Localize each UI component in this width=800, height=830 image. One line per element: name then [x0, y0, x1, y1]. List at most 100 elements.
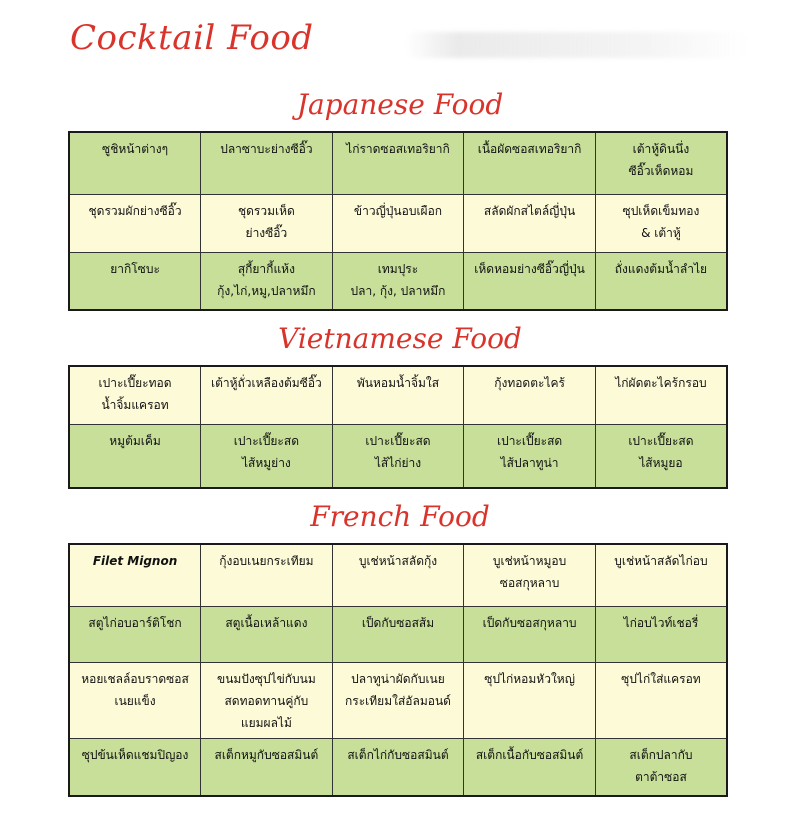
table-row: ยากิโซบะ สุกี้ยากี้แห้ง กุ้ง,ไก่,หมู,ปลาหม…	[68, 251, 728, 311]
menu-item: สตูไก่อบอาร์ติโชก	[68, 605, 202, 663]
menu-item-text: ไก่ราดซอสเทอริยากิ	[346, 142, 450, 156]
menu-item: เปาะเปี๊ยะสดไส้หมูยอ	[594, 423, 728, 489]
menu-item-text: ปลา, กุ้ง, ปลาหมึก	[350, 283, 446, 298]
menu-item-text: & เต้าหู้	[641, 225, 681, 240]
menu-item-text: เปาะเปี๊ยะสด	[365, 433, 431, 448]
menu-item-text: เนื้อผัดซอสเทอริยากิ	[477, 142, 582, 156]
menu-item-text: ซุปเห็ดเข็มทอง	[622, 203, 700, 218]
menu-item-text: ซุปไก่หอมหัวใหญ่	[484, 671, 575, 686]
menu-item: หมูต้มเค็ม	[68, 423, 202, 489]
table-row: ซูชิหน้าต่างๆ ปลาซาบะย่างซีอิ๊ว ไก่ราดซอสเ…	[68, 131, 728, 195]
menu-item-text: ย่างซีอิ๊ว	[245, 225, 288, 240]
menu-item: สเต็กปลากับตาต้าซอส	[594, 737, 728, 797]
menu-item: ไก่ผัดตะไคร้กรอบ	[594, 365, 728, 425]
section-title-japanese: Japanese Food	[296, 88, 504, 121]
menu-item: ซุปไก่ใส่แครอท	[594, 661, 728, 739]
header-smudge	[405, 32, 750, 58]
section-title-french: French Food	[310, 500, 490, 533]
menu-item: ซุปเห็ดเข็มทอง & เต้าหู้	[594, 193, 728, 253]
menu-item-text: สตูเนื้อเหล้าแดง	[225, 615, 308, 630]
menu-item-text: บูเช่หน้าหมูอบ	[492, 554, 567, 568]
menu-item: เปาะเปี๊ยะสด ไส้หมูย่าง	[200, 423, 333, 489]
menu-item-text: ซุปไก่ใส่แครอท	[621, 671, 701, 686]
menu-item: กุ้งทอดตะไคร้	[463, 365, 596, 425]
menu-item-text: ไส้หมูยอ	[639, 455, 683, 470]
menu-item-text: เทมปุระ	[377, 261, 419, 276]
menu-item: ข้าวญี่ปุ่นอบเผือก	[331, 193, 465, 253]
menu-item: เป็ดกับซอสกุหลาบ	[463, 605, 596, 663]
menu-item-text: เห็ดหอมย่างซีอิ๊วญี่ปุ่น	[474, 261, 585, 276]
menu-item-text: สดทอดทานคู่กับ	[224, 693, 309, 708]
menu-item: บูเช่หน้าหมูอบ ซอสกุหลาบ	[463, 543, 596, 607]
table-row: เปาะเปี๊ยะทอด น้ำจิ้มแครอท เต้าหู้ถั่วเหลื…	[68, 365, 728, 425]
menu-item: ขนมปังซุปไข่กับนม สดทอดทานคู่กับ แยมผลไม้	[200, 661, 333, 739]
menu-item-text: ยากิโซบะ	[110, 261, 160, 276]
menu-item-text: เต้าหู้ถั่วเหลืองต้มซีอิ๊ว	[211, 376, 322, 390]
menu-item-text: ไก่ผัดตะไคร้กรอบ	[615, 376, 707, 390]
menu-table-japanese: ซูชิหน้าต่างๆ ปลาซาบะย่างซีอิ๊ว ไก่ราดซอสเ…	[68, 131, 728, 311]
menu-item-text: กุ้งอบเนยกระเทียม	[219, 554, 314, 568]
menu-item-text: บูเช่หน้าสลัดไก่อบ	[614, 554, 708, 568]
menu-item-text: น้ำจิ้มแครอท	[101, 398, 169, 412]
page-title: Cocktail Food	[70, 18, 314, 58]
menu-item: กุ้งอบเนยกระเทียม	[200, 543, 333, 607]
menu-item-text: พันหอมน้ำจิ้มใส	[356, 376, 440, 390]
menu-item: เปาะเปี๊ยะทอด น้ำจิ้มแครอท	[68, 365, 202, 425]
menu-item: เนื้อผัดซอสเทอริยากิ	[463, 131, 596, 195]
menu-item-text: ตาต้าซอส	[635, 769, 687, 784]
table-row: หอยเชลล์อบราดซอสเนยแข็ง ขนมปังซุปไข่กับนม…	[68, 661, 728, 739]
menu-item: บูเช่หน้าสลัดกุ้ง	[331, 543, 465, 607]
menu-item-text: สเต็กหมูกับซอสมินต์	[214, 747, 319, 762]
menu-item-text: เป็ดกับซอสส้ม	[361, 615, 435, 630]
menu-item: เต้าหู้ดินนึ่งซีอิ๊วเห็ดหอม	[594, 131, 728, 195]
table-row: หมูต้มเค็ม เปาะเปี๊ยะสด ไส้หมูย่าง เปาะเปี๊…	[68, 423, 728, 489]
section-title-vietnamese: Vietnamese Food	[278, 322, 522, 355]
menu-item-text: กระเทียมใส่อัลมอนด์	[345, 693, 451, 708]
table-row: ซุปข้นเห็ดแชมปิญอง สเต็กหมูกับซอสมินต์ สเต…	[68, 737, 728, 797]
menu-item-text: ปลาทูน่าผัดกับเนย	[351, 671, 445, 686]
menu-item: ไก่อบไวท์เชอรี่	[594, 605, 728, 663]
menu-item-text: ชุดรวมผักย่างซีอิ๊ว	[88, 203, 182, 218]
menu-item-text: บูเช่หน้าสลัดกุ้ง	[358, 554, 438, 568]
menu-item-text: หมูต้มเค็ม	[109, 433, 161, 448]
menu-item: เต้าหู้ถั่วเหลืองต้มซีอิ๊ว	[200, 365, 333, 425]
menu-item: Filet Mignon	[68, 543, 202, 607]
menu-item: พันหอมน้ำจิ้มใส	[331, 365, 465, 425]
menu-item-text: ปลาซาบะย่างซีอิ๊ว	[220, 142, 313, 156]
menu-item-text: เปาะเปี๊ยะสด	[496, 433, 563, 448]
menu-item: ชุดรวมผักย่างซีอิ๊ว	[68, 193, 202, 253]
menu-table-vietnamese: เปาะเปี๊ยะทอด น้ำจิ้มแครอท เต้าหู้ถั่วเหลื…	[68, 365, 728, 489]
menu-item-text: ซีอิ๊วเห็ดหอม	[628, 164, 694, 178]
menu-item-text: ซุปข้นเห็ดแชมปิญอง	[81, 747, 189, 762]
menu-item-text: เปาะเปี๊ยะสด	[233, 433, 299, 448]
menu-table-french: Filet Mignon กุ้งอบเนยกระเทียม บูเช่หน้าสล…	[68, 543, 728, 797]
menu-item: ชุดรวมเห็ดย่างซีอิ๊ว	[200, 193, 333, 253]
menu-item-text: สเต็กปลากับ	[629, 747, 693, 762]
table-row: Filet Mignon กุ้งอบเนยกระเทียม บูเช่หน้าสล…	[68, 543, 728, 607]
menu-item: บูเช่หน้าสลัดไก่อบ	[594, 543, 728, 607]
menu-item: ซุปไก่หอมหัวใหญ่	[463, 661, 596, 739]
menu-item: เห็ดหอมย่างซีอิ๊วญี่ปุ่น	[463, 251, 596, 311]
menu-item-text: กุ้งทอดตะไคร้	[494, 376, 565, 390]
menu-item: สลัดผักสไตล์ญี่ปุ่น	[463, 193, 596, 253]
menu-item: ไก่ราดซอสเทอริยากิ	[331, 131, 465, 195]
menu-item: สุกี้ยากี้แห้ง กุ้ง,ไก่,หมู,ปลาหมึก	[200, 251, 333, 311]
menu-item: เปาะเปี๊ยะสด ไส้ปลาทูน่า	[463, 423, 596, 489]
menu-item: ซูชิหน้าต่างๆ	[68, 131, 202, 195]
menu-item-text: สเต็กเนื้อกับซอสมินต์	[475, 747, 584, 762]
menu-item: เทมปุระปลา, กุ้ง, ปลาหมึก	[331, 251, 465, 311]
menu-item-text: เนยแข็ง	[114, 693, 156, 708]
menu-item-text: เปาะเปี๊ยะสด	[628, 433, 694, 448]
menu-item-text: สลัดผักสไตล์ญี่ปุ่น	[483, 203, 576, 218]
menu-item-text: ข้าวญี่ปุ่นอบเผือก	[353, 203, 443, 218]
menu-item: เปาะเปี๊ยะสดไส้ไก่ย่าง	[331, 423, 465, 489]
menu-item-text: ชุดรวมเห็ด	[237, 203, 295, 218]
menu-item: ปลาซาบะย่างซีอิ๊ว	[200, 131, 333, 195]
menu-item-text: ถั่งแดงต้มน้ำลำไย	[614, 261, 708, 276]
menu-item-text: เต้าหู้ดินนึ่ง	[632, 142, 690, 156]
menu-item-text: เป็ดกับซอสกุหลาบ	[482, 615, 577, 630]
table-row: สตูไก่อบอาร์ติโชก สตูเนื้อเหล้าแดง เป็ดกับ…	[68, 605, 728, 663]
menu-item-text: ไส้ไก่ย่าง	[374, 455, 422, 470]
menu-item: สเต็กหมูกับซอสมินต์	[200, 737, 333, 797]
menu-item-text: หอยเชลล์อบราดซอส	[81, 671, 189, 686]
